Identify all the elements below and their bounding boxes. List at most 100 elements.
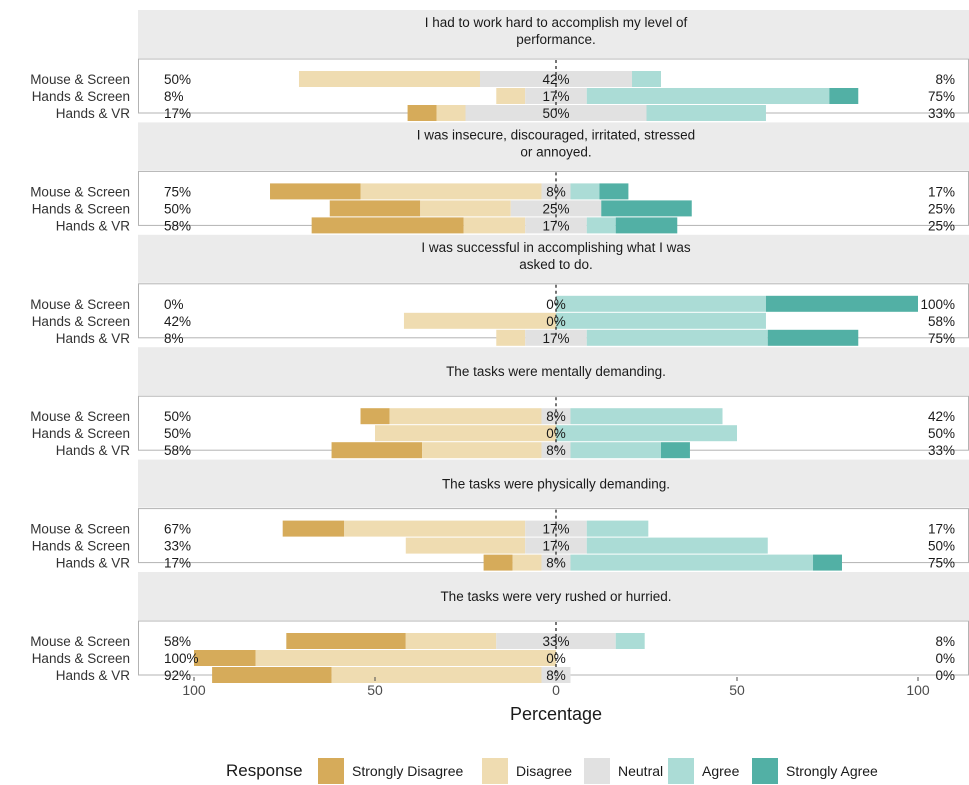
bar-strongly-disagree <box>407 105 437 121</box>
left-percent-label: 75% <box>164 184 191 199</box>
bar-strongly-disagree <box>212 667 332 683</box>
bar-agree <box>570 408 723 425</box>
bar-disagree <box>389 408 542 425</box>
center-percent-label: 8% <box>546 668 566 683</box>
bar-strongly-agree <box>601 200 692 217</box>
left-percent-label: 50% <box>164 201 191 216</box>
legend-swatch <box>482 758 508 784</box>
center-percent-label: 50% <box>542 106 569 121</box>
bar-agree <box>586 329 768 346</box>
legend-title: Response <box>226 761 303 780</box>
bar-disagree <box>420 200 511 217</box>
bar-agree <box>646 105 766 121</box>
legend-label: Strongly Agree <box>786 763 878 779</box>
bar-strongly-agree <box>829 88 859 104</box>
bar-disagree <box>436 105 466 121</box>
bar-agree <box>632 71 661 87</box>
bar-disagree <box>496 88 526 104</box>
panel: I was successful in accomplishing what I… <box>30 234 969 346</box>
bar-neutral <box>541 554 571 571</box>
right-percent-label: 75% <box>928 556 955 571</box>
legend-label: Neutral <box>618 763 663 779</box>
legend-label: Agree <box>702 763 740 779</box>
left-percent-label: 58% <box>164 634 191 649</box>
bar-disagree <box>405 633 497 649</box>
row-label: Mouse & Screen <box>30 522 130 537</box>
panel-title-line: asked to do. <box>519 257 593 272</box>
left-percent-label: 42% <box>164 314 191 329</box>
bar-disagree <box>360 183 542 200</box>
right-percent-label: 0% <box>935 651 955 666</box>
bar-agree <box>586 537 768 554</box>
bar-agree <box>586 217 616 234</box>
right-percent-label: 33% <box>928 106 955 121</box>
panel-strip <box>138 572 969 620</box>
panel: The tasks were physically demanding. Mous… <box>30 459 969 571</box>
bar-agree <box>570 554 814 571</box>
bar-strongly-disagree <box>331 442 423 459</box>
bar-strongly-disagree <box>483 554 513 571</box>
right-percent-label: 42% <box>928 409 955 424</box>
right-percent-label: 8% <box>935 634 955 649</box>
panel-title-line: The tasks were mentally demanding. <box>446 364 666 379</box>
row-label: Mouse & Screen <box>30 634 130 649</box>
bar-strongly-agree <box>615 217 678 234</box>
row-label: Hands & VR <box>56 218 131 233</box>
panel-strip <box>138 10 969 58</box>
bar-agree <box>556 312 766 329</box>
bar-strongly-disagree <box>270 183 361 200</box>
bar-strongly-disagree <box>311 217 464 234</box>
right-percent-label: 25% <box>928 201 955 216</box>
bar-agree <box>570 183 600 200</box>
left-percent-label: 92% <box>164 668 191 683</box>
bar-strongly-disagree <box>360 408 390 425</box>
row-label: Hands & VR <box>56 331 131 346</box>
panel-strip <box>138 234 969 283</box>
center-percent-label: 8% <box>546 443 566 458</box>
left-percent-label: 17% <box>164 106 191 121</box>
legend-label: Disagree <box>516 763 572 779</box>
legend-swatch <box>584 758 610 784</box>
left-percent-label: 8% <box>164 331 184 346</box>
left-percent-label: 0% <box>164 297 184 312</box>
panel-strip <box>138 347 969 396</box>
bar-strongly-agree <box>599 183 629 200</box>
row-label: Hands & VR <box>56 443 131 458</box>
right-percent-label: 33% <box>928 443 955 458</box>
bar-neutral <box>541 667 571 683</box>
legend-swatch <box>668 758 694 784</box>
bar-disagree <box>255 650 557 666</box>
bar-strongly-disagree <box>329 200 421 217</box>
legend-swatch <box>318 758 344 784</box>
right-percent-label: 17% <box>928 184 955 199</box>
right-percent-label: 100% <box>920 297 955 312</box>
legend: Response Strongly Disagree Disagree Neutra… <box>226 758 878 784</box>
left-percent-label: 58% <box>164 443 191 458</box>
x-axis-ticks: 100 50 0 50 100 <box>182 677 930 698</box>
row-label: Hands & Screen <box>32 651 130 666</box>
bar-strongly-agree <box>767 329 859 346</box>
bar-agree <box>586 88 830 104</box>
row-label: Mouse & Screen <box>30 72 130 87</box>
left-percent-label: 100% <box>164 651 199 666</box>
bar-disagree <box>512 554 542 571</box>
right-percent-label: 50% <box>928 426 955 441</box>
bar-agree <box>556 425 737 442</box>
right-percent-label: 25% <box>928 218 955 233</box>
bar-neutral <box>465 105 647 121</box>
left-percent-label: 17% <box>164 556 191 571</box>
legend-items: Strongly Disagree Disagree Neutral Agree Str… <box>318 758 878 784</box>
panel: The tasks were mentally demanding. Mouse … <box>30 347 969 459</box>
panel: I had to work hard to accomplish my leve… <box>30 10 969 121</box>
row-label: Hands & Screen <box>32 426 130 441</box>
bar-disagree <box>403 312 556 329</box>
panel-title-line: The tasks were physically demanding. <box>442 477 670 492</box>
row-label: Hands & VR <box>56 106 131 121</box>
right-percent-label: 17% <box>928 522 955 537</box>
x-tick-label: 50 <box>367 682 383 698</box>
bar-strongly-disagree <box>194 650 256 666</box>
bar-disagree <box>496 329 526 346</box>
row-label: Hands & Screen <box>32 201 130 216</box>
left-percent-label: 58% <box>164 218 191 233</box>
